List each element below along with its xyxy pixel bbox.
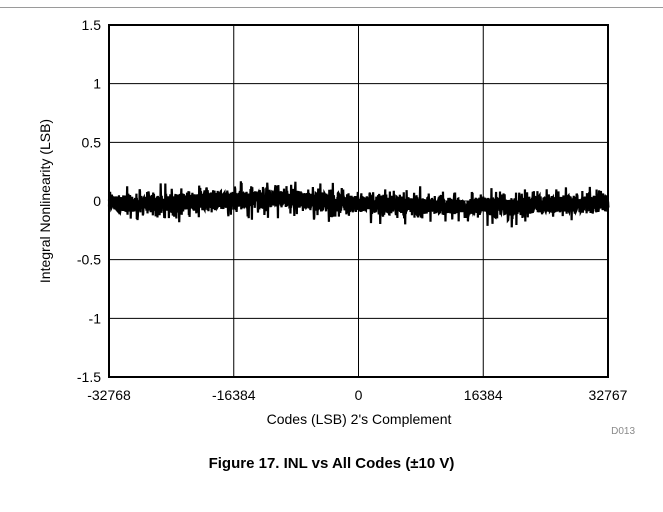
y-tick-label: -1 bbox=[89, 310, 102, 326]
x-tick-labels: -32768 -16384 0 16384 32767 bbox=[87, 387, 627, 403]
y-tick-label: 1.5 bbox=[82, 17, 102, 33]
x-tick-label: -16384 bbox=[212, 387, 256, 403]
y-tick-label: 0 bbox=[93, 193, 101, 209]
inl-chart: 1.5 1 0.5 0 -0.5 -1 -1.5 -32768 -16384 0 16384 327… bbox=[37, 17, 635, 437]
x-tick-label: 32767 bbox=[589, 387, 628, 403]
top-rule bbox=[0, 7, 663, 8]
x-axis-label: Codes (LSB) 2's Complement bbox=[267, 411, 452, 427]
figure-tag: D013 bbox=[611, 426, 635, 437]
inl-trace-core bbox=[107, 186, 610, 219]
data-series bbox=[107, 181, 610, 228]
x-tick-label: 0 bbox=[355, 387, 363, 403]
y-tick-label: -0.5 bbox=[77, 252, 101, 268]
figure-caption: Figure 17. INL vs All Codes (±10 V) bbox=[208, 455, 455, 472]
x-tick-label: 16384 bbox=[464, 387, 503, 403]
plot-frame bbox=[108, 24, 609, 378]
y-tick-label: 0.5 bbox=[82, 134, 102, 150]
y-tick-label: 1 bbox=[93, 76, 101, 92]
x-tick-label: -32768 bbox=[87, 387, 131, 403]
y-axis-label: Integral Nonlinearity (LSB) bbox=[37, 119, 53, 283]
y-tick-labels: 1.5 1 0.5 0 -0.5 -1 -1.5 bbox=[77, 17, 101, 385]
y-tick-label: -1.5 bbox=[77, 369, 101, 385]
